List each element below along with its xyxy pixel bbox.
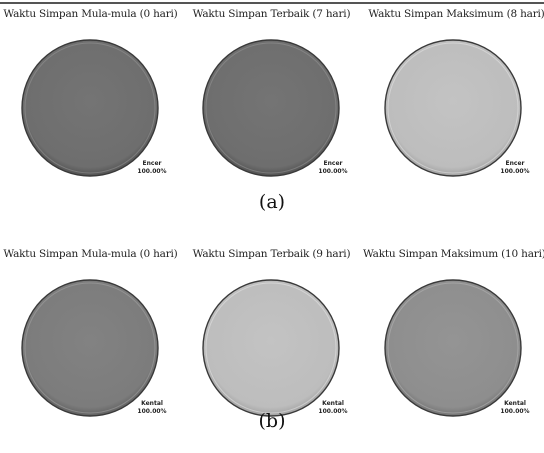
- pie-panel: Waktu Simpan Terbaik (9 hari) Kental 100.0…: [181, 248, 362, 453]
- data-label-category: Kental: [504, 400, 526, 407]
- pie-slice-encer: [384, 39, 522, 177]
- data-label-percent: 100.00%: [500, 408, 529, 415]
- pie-bevel-rim: [387, 42, 519, 174]
- pie-bevel-rim: [24, 42, 156, 174]
- pie-panel: Waktu Simpan Mula-mula (0 hari) Encer 100.…: [0, 8, 181, 213]
- pie-slice-kental: [384, 279, 522, 417]
- data-label-category: Kental: [141, 400, 163, 407]
- pie-panel: Waktu Simpan Maksimum (8 hari) Encer 100.0…: [363, 8, 544, 213]
- data-label-percent: 100.00%: [318, 408, 347, 415]
- data-label-percent: 100.00%: [137, 168, 166, 175]
- caption-b: (b): [258, 410, 286, 432]
- pie-slice-encer: [202, 39, 340, 177]
- pie-title: Waktu Simpan Maksimum (10 hari): [363, 248, 544, 260]
- pie-title: Waktu Simpan Mula-mula (0 hari): [3, 8, 178, 20]
- pie-slice-kental: [21, 279, 159, 417]
- pie-panel: Waktu Simpan Maksimum (10 hari) Kental 100…: [363, 248, 544, 453]
- pie-title: Waktu Simpan Maksimum (8 hari): [368, 8, 544, 20]
- top-rule: [0, 2, 544, 4]
- pie-panel: Waktu Simpan Terbaik (7 hari) Encer 100.00…: [181, 8, 362, 213]
- data-label-percent: 100.00%: [137, 408, 166, 415]
- pie-panel: Waktu Simpan Mula-mula (0 hari) Kental 100…: [0, 248, 181, 453]
- pie-title: Waktu Simpan Terbaik (7 hari): [192, 8, 351, 20]
- pie-slice-encer: [21, 39, 159, 177]
- pie-bevel-rim: [24, 282, 156, 414]
- pie-bevel-rim: [205, 282, 337, 414]
- pie-slice-kental: [202, 279, 340, 417]
- pie-bevel-rim: [205, 42, 337, 174]
- pie-title: Waktu Simpan Mula-mula (0 hari): [3, 248, 178, 260]
- data-label-category: Kental: [322, 400, 344, 407]
- pie-bevel-rim: [387, 282, 519, 414]
- data-label-category: Encer: [506, 160, 525, 167]
- data-label-category: Encer: [143, 160, 162, 167]
- data-label-percent: 100.00%: [500, 168, 529, 175]
- data-label-percent: 100.00%: [318, 168, 347, 175]
- data-label-category: Encer: [324, 160, 343, 167]
- pie-title: Waktu Simpan Terbaik (9 hari): [192, 248, 351, 260]
- caption-a: (a): [258, 191, 286, 213]
